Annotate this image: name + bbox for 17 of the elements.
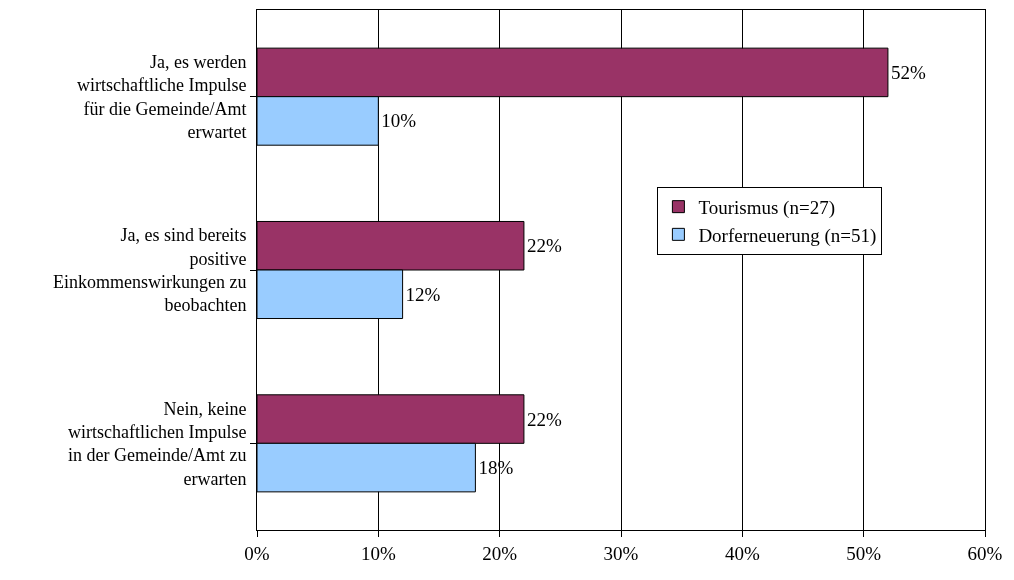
legend-label: Dorferneuerung (n=51) bbox=[698, 224, 877, 247]
y-tick-label: Nein, keine wirtschaftlichen Impulse in der Gemeinde/Amt zu erwarten bbox=[67, 398, 247, 489]
y-tick-label: Ja, es sind bereits positive Einkommenswirkungen zu beobachten bbox=[52, 225, 247, 316]
x-tick-label: 60% bbox=[967, 542, 1003, 564]
data-label: 22% bbox=[526, 408, 562, 430]
data-label: 10% bbox=[381, 110, 417, 132]
x-tick-label: 40% bbox=[724, 542, 760, 564]
data-label: 12% bbox=[405, 283, 441, 305]
y-tick-label: Ja, es werden wirtschaftliche Impulse für die Gemeinde/Amt erwartet bbox=[76, 51, 247, 143]
data-label: 22% bbox=[526, 235, 562, 257]
legend-label: Tourismus (n=27) bbox=[698, 197, 835, 220]
x-tick-label: 50% bbox=[846, 542, 882, 564]
x-tick-label: 30% bbox=[603, 542, 639, 564]
x-tick-label: 0% bbox=[244, 542, 270, 564]
x-tick-label: 20% bbox=[482, 542, 518, 564]
x-tick-label: 10% bbox=[360, 542, 396, 564]
data-label: 52% bbox=[890, 61, 926, 83]
